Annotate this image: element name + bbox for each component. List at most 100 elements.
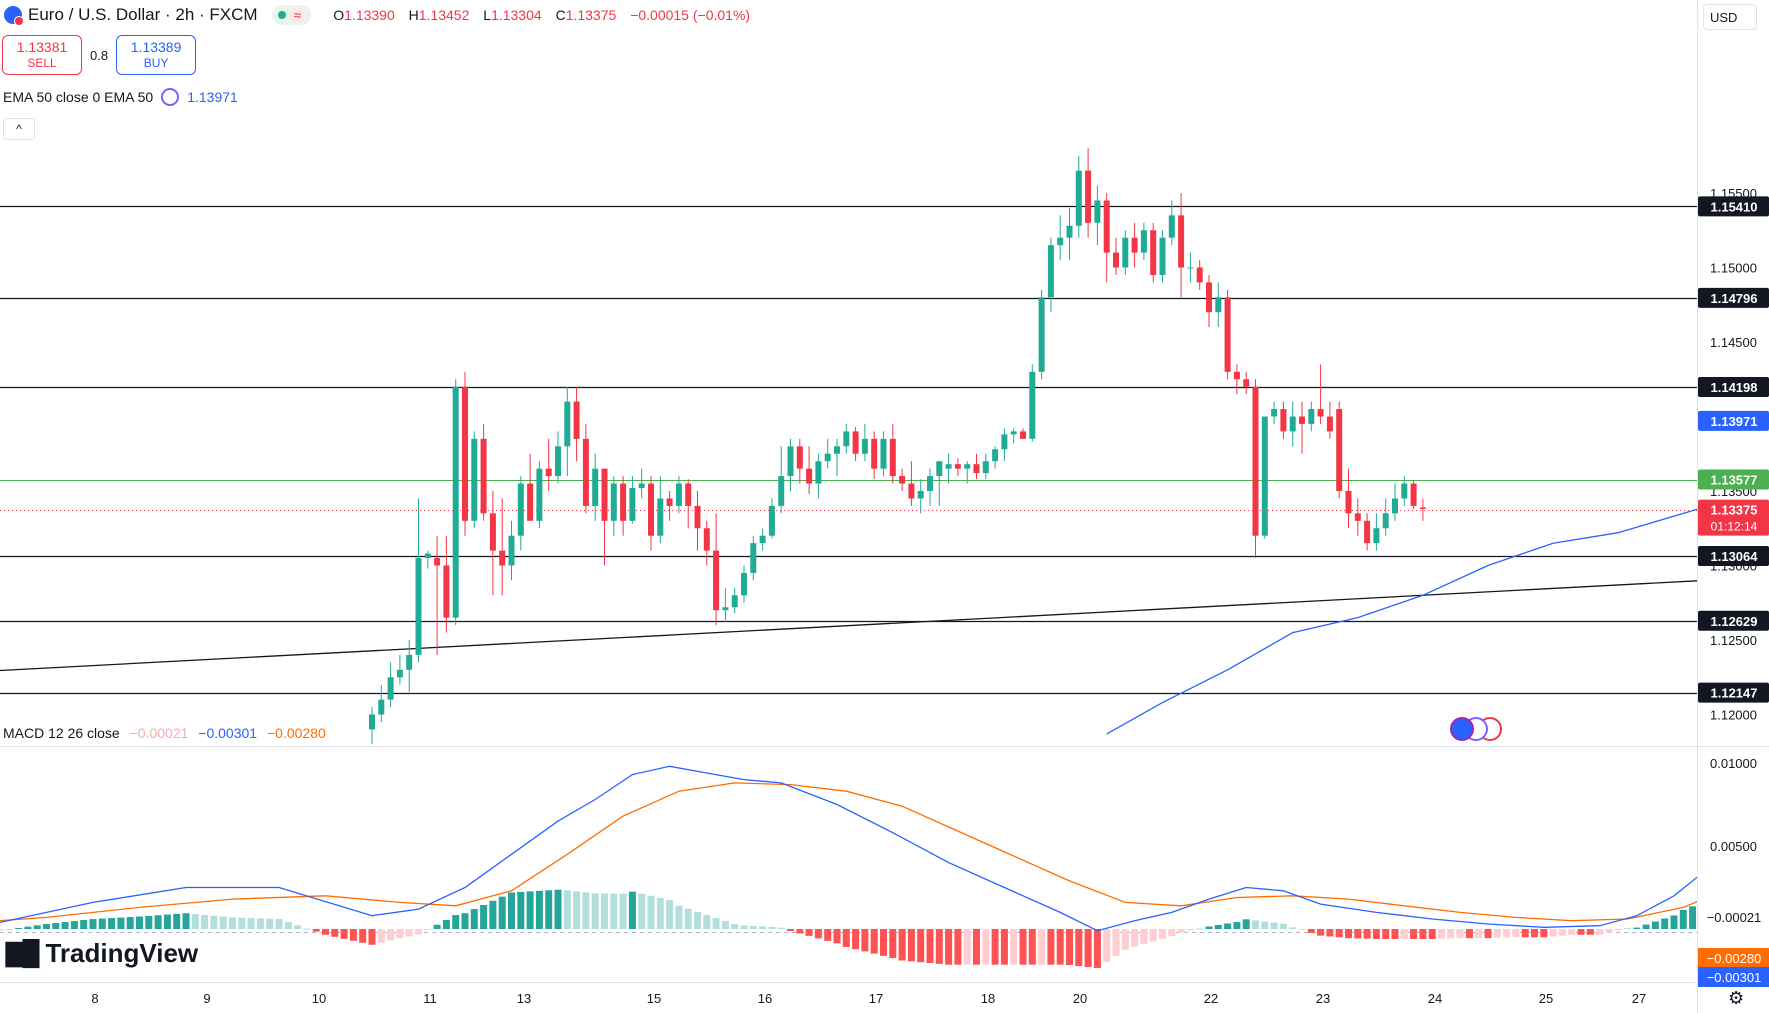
candle-body[interactable] bbox=[889, 438, 896, 477]
candle-body[interactable] bbox=[1271, 409, 1278, 417]
candle-body[interactable] bbox=[1382, 513, 1389, 529]
candle-body[interactable] bbox=[992, 449, 999, 462]
candle-body[interactable] bbox=[480, 438, 487, 514]
candle-body[interactable] bbox=[592, 468, 599, 506]
candle-body[interactable] bbox=[517, 483, 524, 536]
candle-body[interactable] bbox=[741, 572, 747, 596]
candle-body[interactable] bbox=[806, 468, 813, 484]
candle-body[interactable] bbox=[1168, 215, 1175, 238]
candle-body[interactable] bbox=[1057, 237, 1064, 246]
candle-body[interactable] bbox=[648, 483, 654, 536]
candle-body[interactable] bbox=[1047, 245, 1054, 298]
candle-body[interactable] bbox=[1187, 267, 1194, 269]
candle-body[interactable] bbox=[657, 498, 664, 536]
candle-body[interactable] bbox=[536, 468, 543, 521]
candle-body[interactable] bbox=[973, 464, 980, 474]
candle-body[interactable] bbox=[1113, 252, 1119, 268]
candle-body[interactable] bbox=[1066, 225, 1073, 238]
candle-body[interactable] bbox=[675, 483, 682, 506]
candle-body[interactable] bbox=[982, 461, 989, 474]
candle-body[interactable] bbox=[1354, 513, 1361, 521]
candle-body[interactable] bbox=[685, 483, 692, 506]
candle-body[interactable] bbox=[713, 550, 720, 611]
currency-button[interactable]: USD bbox=[1703, 4, 1757, 30]
candle-body[interactable] bbox=[1131, 237, 1138, 253]
candle-body[interactable] bbox=[1094, 200, 1101, 223]
candle-body[interactable] bbox=[871, 438, 878, 469]
candle-body[interactable] bbox=[1252, 386, 1259, 536]
symbol-title[interactable]: Euro / U.S. Dollar · 2h · FXCM bbox=[28, 5, 258, 24]
candle-body[interactable] bbox=[759, 535, 766, 544]
candle-body[interactable] bbox=[945, 464, 952, 469]
candle-body[interactable] bbox=[1233, 371, 1240, 380]
settings-gear-icon[interactable]: ⚙ bbox=[1728, 988, 1745, 1008]
candle-body[interactable] bbox=[1317, 409, 1324, 417]
candle-body[interactable] bbox=[629, 488, 636, 521]
candle-body[interactable] bbox=[964, 464, 971, 469]
candle-body[interactable] bbox=[452, 386, 459, 618]
candle-body[interactable] bbox=[694, 505, 701, 529]
candle-body[interactable] bbox=[434, 558, 441, 566]
candle-body[interactable] bbox=[1392, 498, 1398, 514]
candle-body[interactable] bbox=[1215, 297, 1222, 313]
candle-body[interactable] bbox=[1419, 507, 1426, 509]
candle-body[interactable] bbox=[396, 669, 403, 678]
candle-body[interactable] bbox=[369, 714, 375, 730]
candle-body[interactable] bbox=[787, 446, 794, 477]
candle-body[interactable] bbox=[1150, 230, 1157, 275]
candle-body[interactable] bbox=[424, 553, 431, 559]
candle-body[interactable] bbox=[824, 453, 831, 462]
candle-body[interactable] bbox=[443, 565, 450, 618]
macd-line[interactable] bbox=[0, 765, 1769, 985]
candle-body[interactable] bbox=[861, 438, 868, 454]
candle-body[interactable] bbox=[880, 438, 887, 469]
candle-body[interactable] bbox=[722, 607, 729, 611]
candle-body[interactable] bbox=[1410, 483, 1417, 506]
candle-body[interactable] bbox=[378, 699, 385, 715]
candle-body[interactable] bbox=[899, 476, 906, 484]
candle-body[interactable] bbox=[796, 446, 803, 469]
candle-body[interactable] bbox=[1364, 520, 1371, 544]
candle-body[interactable] bbox=[415, 558, 422, 655]
candle-body[interactable] bbox=[703, 528, 710, 551]
candle-body[interactable] bbox=[1308, 409, 1315, 424]
candle-body[interactable] bbox=[471, 438, 478, 521]
ema-legend[interactable]: EMA 50 close 0 EMA 50 1.13971 bbox=[3, 88, 238, 106]
candle-body[interactable] bbox=[1206, 282, 1212, 313]
candle-body[interactable] bbox=[834, 446, 840, 454]
candle-body[interactable] bbox=[462, 386, 468, 521]
candle-body[interactable] bbox=[582, 438, 589, 506]
candle-body[interactable] bbox=[778, 476, 785, 506]
candle-body[interactable] bbox=[1299, 416, 1305, 424]
market-status-badge[interactable]: ≈ bbox=[271, 5, 312, 25]
candle-body[interactable] bbox=[499, 550, 506, 566]
candle-body[interactable] bbox=[815, 461, 822, 484]
candle-body[interactable] bbox=[564, 401, 571, 447]
collapse-legend-button[interactable]: ^ bbox=[3, 118, 35, 140]
candle-body[interactable] bbox=[1140, 230, 1147, 253]
buy-button[interactable]: 1.13389 BUY bbox=[116, 35, 197, 75]
candle-body[interactable] bbox=[620, 483, 627, 521]
candle-body[interactable] bbox=[1010, 431, 1017, 435]
ema50-line[interactable] bbox=[1106, 372, 1769, 735]
candle-body[interactable] bbox=[1224, 297, 1231, 372]
candle-body[interactable] bbox=[527, 483, 534, 521]
candle-body[interactable] bbox=[852, 431, 859, 454]
candle-body[interactable] bbox=[1196, 267, 1203, 283]
candle-body[interactable] bbox=[954, 464, 961, 469]
candle-body[interactable] bbox=[1103, 200, 1110, 253]
candle-body[interactable] bbox=[1085, 170, 1092, 223]
candle-body[interactable] bbox=[768, 505, 775, 536]
macd-legend[interactable]: MACD 12 26 close −0.00021 −0.00301 −0.00… bbox=[3, 725, 326, 741]
candle-body[interactable] bbox=[1001, 434, 1008, 450]
candle-body[interactable] bbox=[387, 677, 394, 700]
candle-body[interactable] bbox=[843, 431, 850, 447]
candle-body[interactable] bbox=[1243, 379, 1250, 387]
sell-button[interactable]: 1.13381 SELL bbox=[2, 35, 82, 75]
candle-body[interactable] bbox=[1075, 170, 1082, 226]
candle-body[interactable] bbox=[750, 543, 757, 573]
candle-body[interactable] bbox=[1178, 215, 1185, 268]
candle-body[interactable] bbox=[1345, 491, 1352, 514]
candle-body[interactable] bbox=[936, 461, 943, 477]
